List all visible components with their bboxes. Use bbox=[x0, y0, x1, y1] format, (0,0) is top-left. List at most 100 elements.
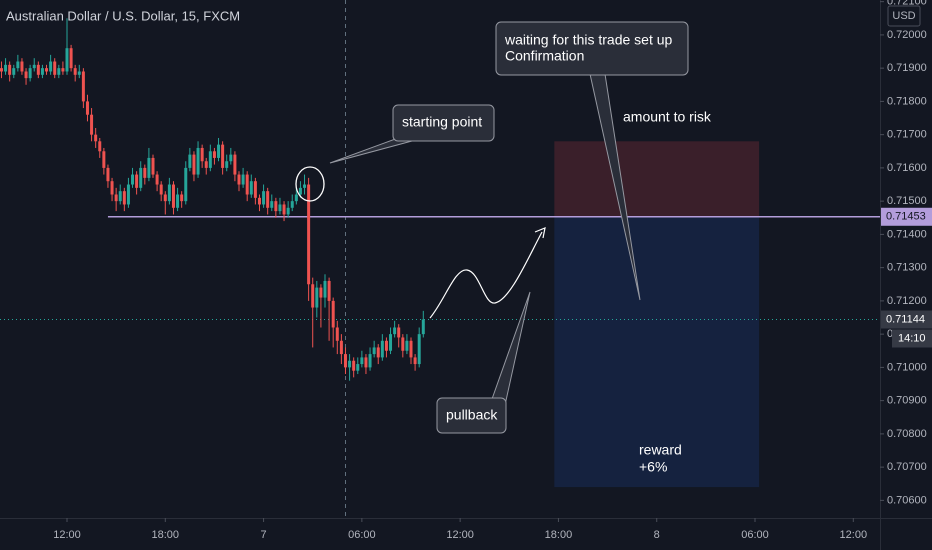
candle-body bbox=[77, 71, 81, 75]
candle-body bbox=[45, 68, 49, 72]
annotation: starting point bbox=[402, 114, 482, 130]
y-tick-label: 0.71000 bbox=[887, 361, 927, 373]
candle-body bbox=[217, 144, 221, 158]
candle-body bbox=[237, 174, 241, 185]
y-tick-label: 0.70700 bbox=[887, 461, 927, 473]
candle-body bbox=[180, 194, 184, 202]
candle-body bbox=[225, 161, 229, 168]
x-tick-label: 12:00 bbox=[840, 529, 868, 541]
candle-body bbox=[200, 147, 204, 162]
candle-body bbox=[249, 181, 253, 195]
level-tag bbox=[881, 207, 932, 226]
candle-body bbox=[253, 181, 257, 198]
currency-box[interactable] bbox=[887, 5, 921, 27]
candle-body bbox=[94, 134, 98, 142]
candle-body bbox=[262, 191, 266, 205]
candle-body bbox=[184, 167, 188, 202]
y-tick-label: 0.71200 bbox=[887, 295, 927, 307]
candle-body bbox=[61, 68, 65, 72]
candle-body bbox=[208, 151, 212, 168]
candle-body bbox=[81, 71, 85, 102]
candle-body bbox=[245, 174, 249, 195]
candle-body bbox=[36, 64, 40, 75]
y-tick-label: 0.72100 bbox=[887, 0, 927, 8]
candle-body bbox=[40, 68, 44, 75]
y-tick-label: 0.71800 bbox=[887, 95, 927, 107]
candle-body bbox=[102, 151, 106, 168]
candle-body bbox=[32, 64, 36, 69]
x-tick-label: 06:00 bbox=[741, 529, 769, 541]
candle-body bbox=[286, 207, 290, 215]
currency-label: USD bbox=[892, 10, 915, 22]
candle-body bbox=[339, 340, 343, 355]
candle-body bbox=[274, 201, 278, 212]
candle-body bbox=[196, 147, 200, 175]
candle-body bbox=[327, 280, 331, 301]
y-tick-label: 0.71600 bbox=[887, 162, 927, 174]
candle-body bbox=[122, 191, 126, 205]
annotation: Confirmation bbox=[505, 48, 584, 64]
annotation: reward bbox=[639, 442, 682, 458]
candle-body bbox=[376, 347, 380, 358]
last-price-tag bbox=[881, 310, 932, 329]
candle-body bbox=[139, 167, 143, 188]
candle-body bbox=[114, 194, 118, 202]
candle-body bbox=[151, 157, 155, 175]
y-tick-label: 0.72000 bbox=[887, 29, 927, 41]
candle-body bbox=[110, 181, 114, 195]
candle-body bbox=[233, 154, 237, 175]
candle-body bbox=[352, 360, 356, 371]
countdown-label: 14:10 bbox=[898, 332, 926, 344]
candle-body bbox=[188, 154, 192, 168]
candle-body bbox=[16, 61, 20, 69]
x-tick-label: 7 bbox=[261, 529, 267, 541]
candle-body bbox=[8, 64, 12, 75]
candle-body bbox=[212, 151, 216, 158]
arrow-head bbox=[534, 227, 546, 239]
candle-body bbox=[20, 61, 24, 72]
path-drawing bbox=[429, 231, 543, 319]
y-tick-label: 0.71300 bbox=[887, 262, 927, 274]
candle-body bbox=[143, 167, 147, 178]
candle-body bbox=[417, 334, 421, 365]
level-label: 0.71453 bbox=[886, 211, 926, 223]
candle-body bbox=[311, 284, 315, 308]
x-tick-label: 06:00 bbox=[348, 529, 376, 541]
candle-body bbox=[380, 340, 384, 358]
candle-body bbox=[155, 174, 159, 185]
last-price-label: 0.71144 bbox=[886, 313, 925, 325]
candle-body bbox=[368, 354, 372, 368]
candle-body bbox=[135, 174, 139, 188]
candle-body bbox=[131, 174, 135, 185]
candle-body bbox=[57, 68, 61, 75]
annotation: +6% bbox=[639, 459, 667, 475]
candle-body bbox=[278, 204, 282, 212]
candle-body bbox=[85, 101, 89, 115]
y-tick-label: 0.71500 bbox=[887, 195, 927, 207]
y-tick-label: 0.71400 bbox=[887, 228, 927, 240]
candle-body bbox=[401, 337, 405, 351]
annotation: pullback bbox=[446, 407, 498, 423]
candle-body bbox=[106, 167, 110, 182]
candle-body bbox=[257, 197, 261, 205]
candle-body bbox=[319, 287, 323, 298]
reward-zone bbox=[554, 216, 760, 488]
candle-body bbox=[241, 174, 245, 185]
candle-body bbox=[171, 184, 175, 208]
annotation: amount to risk bbox=[623, 109, 712, 125]
candle-body bbox=[405, 340, 409, 351]
candle-body bbox=[98, 141, 102, 152]
candle-body bbox=[384, 340, 388, 351]
candle-body bbox=[12, 68, 16, 75]
candle-body bbox=[69, 48, 73, 69]
candle-body bbox=[126, 184, 130, 205]
candle-body bbox=[343, 354, 347, 368]
chart-title: Australian Dollar / U.S. Dollar, 15, FXC… bbox=[6, 8, 240, 23]
candle-body bbox=[65, 48, 69, 72]
candle-body bbox=[323, 280, 327, 298]
callout-box bbox=[495, 21, 689, 76]
candle-body bbox=[356, 364, 360, 371]
candle-body bbox=[397, 327, 401, 338]
